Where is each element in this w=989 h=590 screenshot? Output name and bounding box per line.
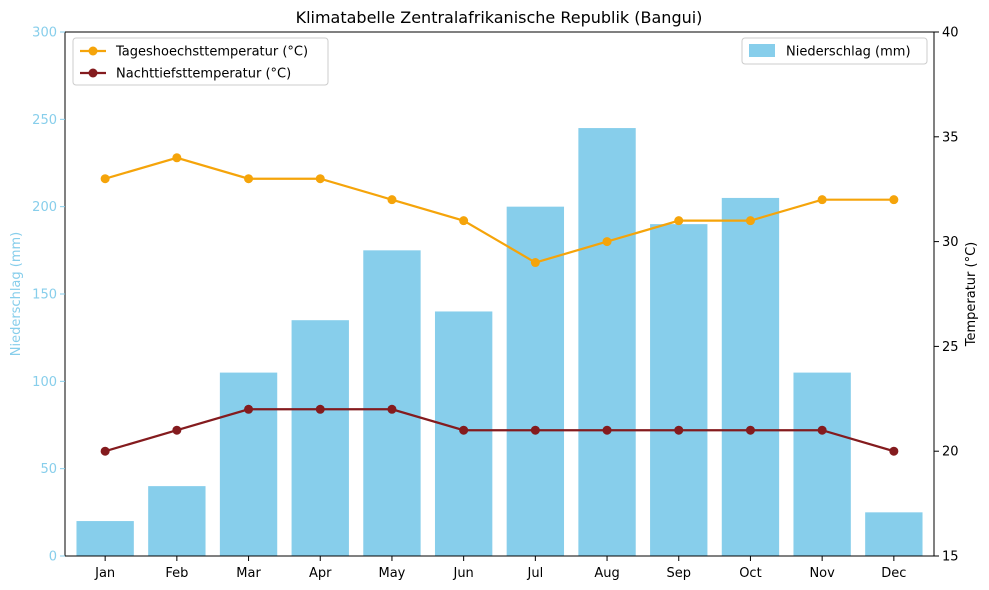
point-series-1-oct — [745, 216, 755, 226]
y-right-tick-label: 30 — [942, 235, 959, 250]
point-series-1-nov — [817, 195, 827, 205]
x-tick-label: Feb — [165, 566, 188, 581]
point-series-2-apr — [315, 404, 325, 414]
bar-feb — [148, 486, 206, 556]
x-tick-label: Jun — [452, 566, 473, 581]
x-tick-label: Oct — [739, 566, 761, 581]
y-right-tick-label: 25 — [942, 340, 959, 355]
legend-entry-bars: Niederschlag (mm) — [786, 45, 911, 60]
point-series-1-may — [387, 195, 397, 205]
point-series-1-dec — [889, 195, 899, 205]
point-series-2-mar — [244, 404, 254, 414]
legend-lines-box — [72, 37, 329, 86]
x-tick-label: Aug — [594, 566, 619, 581]
y-right-tick-label: 20 — [942, 445, 959, 460]
y-axis-left-label: Niederschlag (mm) — [9, 232, 24, 357]
legend-entry-series-1: Tageshoechsttemperatur (°C) — [115, 45, 308, 60]
x-tick-label: Dec — [881, 566, 906, 581]
bar-sep — [650, 224, 708, 556]
legend-bars-box — [741, 37, 928, 65]
chart-title: Klimatabelle Zentralafrikanische Republi… — [296, 8, 703, 27]
point-series-1-feb — [172, 153, 182, 163]
bar-aug — [578, 128, 636, 557]
y-left-tick-label: 200 — [32, 200, 57, 215]
y-right-tick-label: 40 — [942, 26, 959, 41]
x-tick-label: Jan — [94, 566, 115, 581]
x-tick-label: Jul — [527, 566, 544, 581]
point-series-1-aug — [602, 237, 612, 247]
y-left-tick-label: 50 — [40, 462, 57, 477]
point-series-1-jun — [459, 216, 469, 226]
x-tick-label: Sep — [666, 566, 691, 581]
bar-oct — [721, 197, 780, 556]
legend-line-marker — [88, 68, 98, 78]
x-tick-label: May — [379, 566, 406, 581]
point-series-1-sep — [674, 216, 684, 226]
point-series-1-apr — [315, 174, 325, 184]
legend-bar-swatch — [749, 44, 775, 57]
y-axis-right-label: Temperatur (°C) — [964, 242, 979, 348]
point-series-2-aug — [602, 425, 612, 435]
line-series-1 — [104, 156, 894, 264]
point-series-2-feb — [172, 425, 182, 435]
bar-apr — [291, 320, 349, 556]
plot-area: Jan Feb Mar Apr May Jun Jul Aug Sep Oct Nov Dec 0 50 1… — [32, 26, 958, 582]
point-series-2-jun — [459, 425, 469, 435]
x-tick-label: Mar — [236, 566, 261, 581]
point-series-1-jul — [530, 258, 540, 268]
bar-dec — [865, 512, 923, 556]
point-series-2-jan — [100, 446, 110, 456]
bar-may — [363, 250, 421, 557]
point-series-1-jan — [100, 174, 110, 184]
y-left-tick-label: 150 — [32, 288, 57, 303]
point-series-2-jul — [530, 425, 540, 435]
y-left-tick-label: 100 — [32, 375, 57, 390]
y-right-tick-label: 15 — [942, 550, 959, 565]
y-left-tick-label: 0 — [49, 550, 57, 565]
point-series-2-oct — [745, 425, 755, 435]
point-series-2-may — [387, 404, 397, 414]
y-left-tick-label: 250 — [32, 113, 57, 128]
point-series-2-dec — [889, 446, 899, 456]
line-series-2 — [104, 408, 895, 453]
x-tick-label: Nov — [809, 566, 835, 581]
point-series-2-sep — [674, 425, 684, 435]
legend-line-marker — [88, 46, 98, 56]
legend-entry-series-2: Nachttiefsttemperatur (°C) — [116, 67, 291, 82]
bar-nov — [793, 372, 851, 556]
x-tick-label: Apr — [309, 566, 332, 581]
bar-mar — [219, 372, 278, 556]
y-left-tick-label: 300 — [32, 26, 57, 41]
y-right-tick-label: 35 — [942, 130, 959, 145]
bar-jan — [76, 521, 134, 556]
point-series-2-nov — [817, 425, 827, 435]
point-series-1-mar — [244, 174, 254, 184]
